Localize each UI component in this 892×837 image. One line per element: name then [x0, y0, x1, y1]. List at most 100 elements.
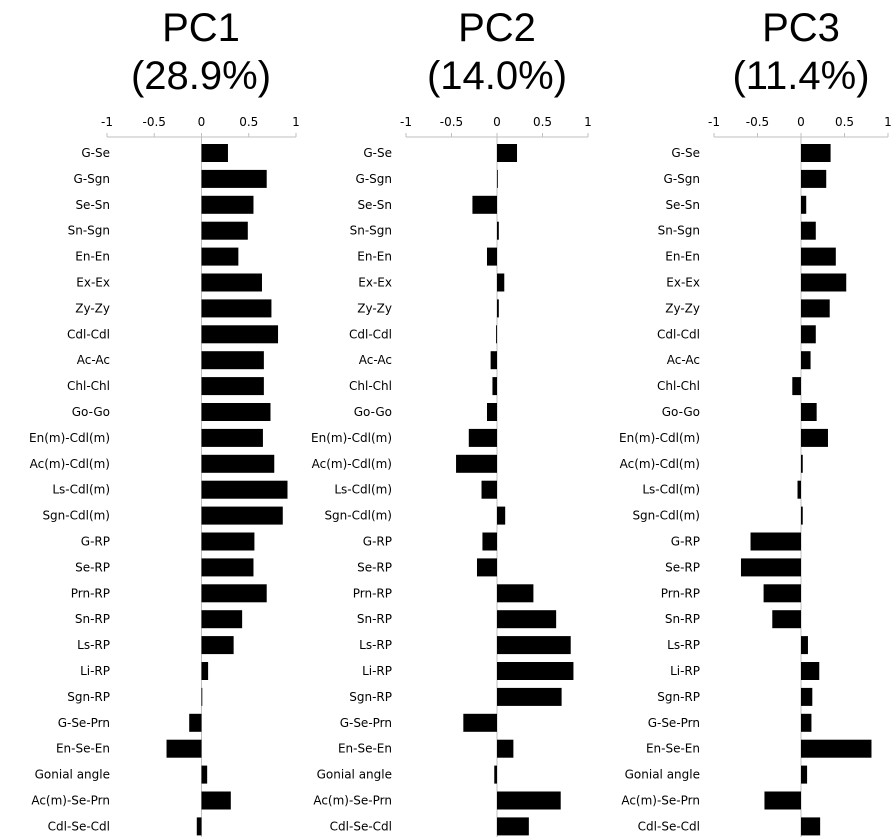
bar	[201, 765, 208, 784]
category-label: Go-Go	[354, 405, 392, 419]
bar	[201, 532, 255, 551]
category-label: G-Se-Prn	[58, 716, 110, 730]
category-label: Chl-Chl	[349, 379, 392, 393]
category-label: Ls-RP	[359, 638, 392, 652]
category-label: En-Se-En	[56, 742, 110, 756]
bar	[201, 299, 272, 318]
bar	[801, 221, 816, 240]
chart-panel-pc1: PC1(28.9%) -1 -0.5 0 0.5 1 G-Se G-Sgn Se-Sn Sn-Sg…	[29, 6, 300, 837]
x-tick-label: 1	[884, 115, 892, 129]
bar	[201, 144, 228, 162]
bar	[476, 558, 497, 577]
bar	[472, 195, 497, 214]
category-label: Ac-Ac	[667, 353, 700, 367]
x-tick-label: -0.5	[440, 115, 463, 129]
x-tick-label: 1	[584, 115, 592, 129]
bar	[497, 636, 571, 655]
bar	[497, 506, 506, 525]
category-label: Sgn-RP	[349, 690, 392, 704]
category-label: En-Se-En	[338, 742, 392, 756]
category-label: Sn-RP	[75, 612, 110, 626]
category-label: Go-Go	[662, 405, 700, 419]
category-label: En-En	[357, 250, 392, 264]
category-label: Ac(m)-Cdl(m)	[30, 457, 110, 471]
category-label: Prn-RP	[661, 586, 700, 600]
chart-panel-pc3: PC3(11.4%) -1 -0.5 0 0.5 1 G-Se G-Sgn Se-Sn Sn-Sg…	[619, 6, 892, 837]
category-label: Ac(m)-Se-Prn	[621, 794, 700, 808]
bar	[497, 739, 514, 758]
bar	[497, 791, 561, 810]
x-tick-label: 0.5	[533, 115, 552, 129]
bar	[497, 584, 534, 603]
category-label: Ls-Cdl(m)	[334, 483, 392, 497]
category-label: G-Sgn	[664, 172, 700, 186]
bar	[801, 636, 808, 655]
bar	[801, 428, 828, 447]
bar	[801, 739, 872, 758]
category-label: Ex-Ex	[666, 276, 700, 290]
bar	[801, 195, 807, 214]
category-label: Cdl-Se-Cdl	[638, 819, 700, 833]
bar	[772, 610, 801, 629]
bar	[201, 377, 264, 396]
category-label: Sgn-Cdl(m)	[632, 509, 700, 523]
category-label: Sn-RP	[665, 612, 700, 626]
category-label: Se-Sn	[357, 198, 392, 212]
category-label: Sgn-RP	[67, 690, 110, 704]
bar	[801, 454, 803, 473]
x-tick-label: -1	[400, 115, 412, 129]
bar	[497, 610, 557, 629]
bar	[201, 662, 209, 680]
bar	[463, 713, 497, 732]
category-label: Se-RP	[665, 560, 700, 574]
category-label: Se-RP	[357, 560, 392, 574]
x-tick-label: -1	[708, 115, 720, 129]
bar	[481, 480, 497, 499]
chart-title: PC1	[162, 6, 240, 50]
x-tick-label: 0.5	[239, 115, 258, 129]
bar	[801, 144, 831, 162]
bar	[764, 791, 801, 810]
category-label: Ex-Ex	[76, 276, 110, 290]
category-label: En-En	[665, 250, 700, 264]
chart-panel-pc2: PC2(14.0%) -1 -0.5 0 0.5 1 G-Se G-Sgn Se-Sn Sn-Sg…	[311, 6, 592, 837]
bar	[497, 817, 529, 836]
bar	[482, 532, 497, 551]
category-label: Ac(m)-Cdl(m)	[620, 457, 700, 471]
category-label: Se-Sn	[665, 198, 700, 212]
bar	[497, 273, 505, 292]
bar	[201, 428, 263, 447]
category-label: Sgn-Cdl(m)	[324, 509, 392, 523]
category-label: Cdl-Se-Cdl	[330, 819, 392, 833]
bar	[497, 299, 499, 318]
category-label: G-RP	[671, 535, 700, 549]
category-label: Ac(m)-Se-Prn	[313, 794, 392, 808]
bar	[201, 403, 271, 421]
bar	[792, 377, 801, 396]
x-tick-label: 0	[797, 115, 805, 129]
bar	[497, 662, 574, 680]
category-label: Li-RP	[670, 664, 700, 678]
category-label: Ac(m)-Cdl(m)	[312, 457, 392, 471]
category-label: Go-Go	[72, 405, 110, 419]
category-label: G-Sgn	[74, 172, 110, 186]
category-label: En(m)-Cdl(m)	[619, 431, 700, 445]
category-label: G-Se	[671, 146, 700, 160]
bar	[801, 299, 830, 318]
category-label: Ls-RP	[77, 638, 110, 652]
bar	[201, 687, 203, 706]
x-tick-label: 0	[493, 115, 501, 129]
category-label: Sn-Sgn	[658, 224, 700, 238]
bar	[801, 662, 820, 680]
x-tick-label: 0	[198, 115, 206, 129]
category-label: Zy-Zy	[357, 301, 392, 315]
bar	[201, 247, 239, 266]
category-label: Li-RP	[362, 664, 392, 678]
bar	[497, 144, 518, 162]
bar	[801, 169, 827, 188]
bar	[196, 817, 202, 836]
chart-subtitle: (11.4%)	[732, 54, 869, 98]
bar	[201, 195, 254, 214]
category-label: G-Se	[81, 146, 110, 160]
